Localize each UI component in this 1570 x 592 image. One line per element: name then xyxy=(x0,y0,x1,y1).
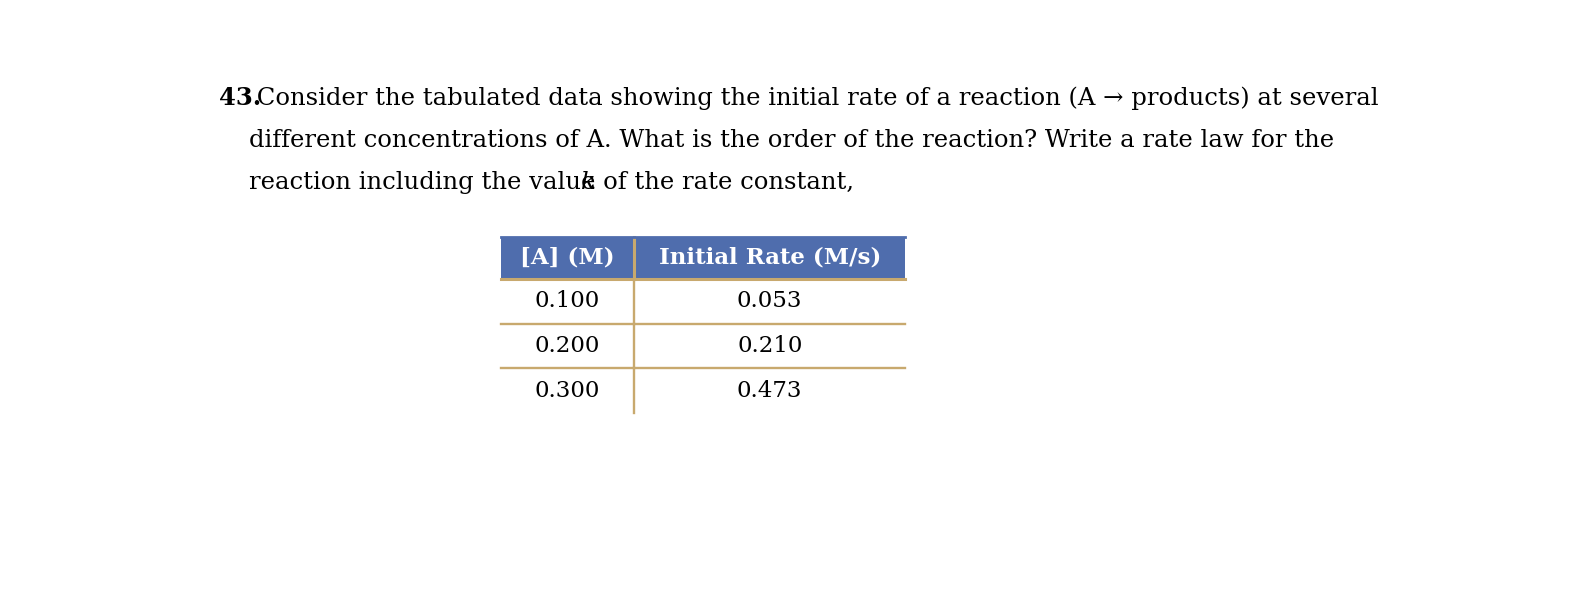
Text: Initial Rate (M/s): Initial Rate (M/s) xyxy=(659,247,881,269)
Text: 0.200: 0.200 xyxy=(535,335,600,357)
Text: 0.300: 0.300 xyxy=(535,379,600,401)
Text: 0.473: 0.473 xyxy=(736,379,802,401)
Text: different concentrations of A. What is the order of the reaction? Write a rate l: different concentrations of A. What is t… xyxy=(250,129,1334,152)
Text: 0.053: 0.053 xyxy=(736,290,802,312)
Text: reaction including the value of the rate constant,: reaction including the value of the rate… xyxy=(250,171,862,194)
Text: .: . xyxy=(589,171,597,194)
Text: 43.: 43. xyxy=(220,86,262,111)
Text: 0.100: 0.100 xyxy=(535,290,600,312)
Text: 0.210: 0.210 xyxy=(736,335,802,357)
Bar xyxy=(501,237,906,279)
Text: k: k xyxy=(581,171,595,194)
Text: Consider the tabulated data showing the initial rate of a reaction (A → products: Consider the tabulated data showing the … xyxy=(250,86,1378,110)
Text: [A] (M): [A] (M) xyxy=(520,247,615,269)
